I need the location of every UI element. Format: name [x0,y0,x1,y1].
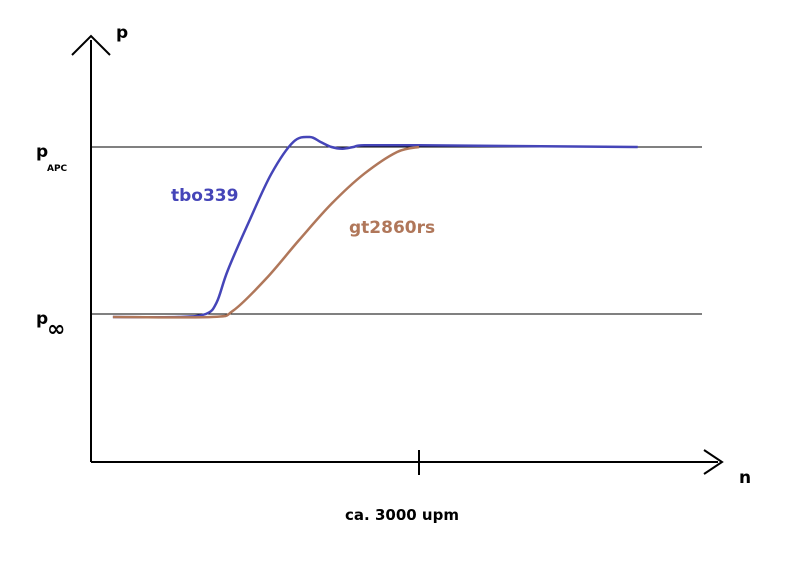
y-axis-arrowhead [71,34,111,56]
series-line-gt2860rs [112,145,420,319]
x-axis-label: n [739,468,751,488]
series-label-tbo339: tbo339 [171,186,238,206]
series-line-tbo339 [112,135,638,319]
y-axis-label: p [116,23,128,43]
reference-label-main: p [36,142,48,162]
series-layer: tbo339 gt2860rs [112,135,638,319]
reference-label-sub: APC [47,164,68,174]
reference-label-sub: ∞ [47,317,65,342]
reference-label-main: p [36,309,48,329]
series-label-gt2860rs: gt2860rs [349,218,435,238]
x-tick-label: ca. 3000 upm [345,506,459,524]
x-axis-arrowhead [703,449,724,475]
